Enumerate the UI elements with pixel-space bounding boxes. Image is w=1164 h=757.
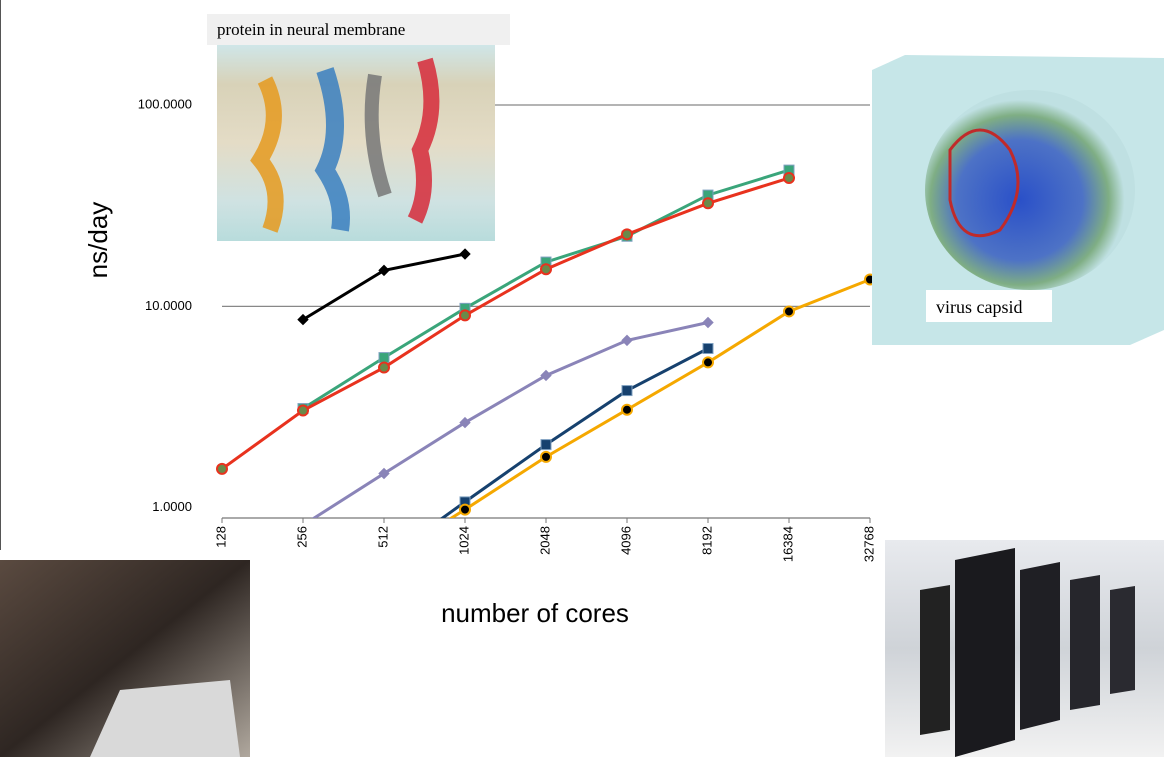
marker [297, 404, 309, 417]
x-tick-label: 256 [294, 526, 309, 548]
x-tick-label: 8192 [699, 526, 714, 555]
y-tick-label: 100.0000 [138, 96, 192, 111]
series-line [311, 321, 709, 518]
marker [378, 264, 390, 277]
series-line [302, 252, 466, 321]
image-caption: virus capsid [936, 297, 1022, 317]
series-layer [216, 164, 876, 565]
marker [621, 403, 633, 416]
marker [783, 172, 795, 185]
marker [459, 248, 471, 260]
y-tick-label: 1.0000 [152, 499, 192, 514]
marker [379, 555, 389, 565]
marker [702, 316, 714, 329]
y-axis-title: ns/day [83, 202, 113, 279]
marker [621, 228, 633, 241]
marker [459, 309, 471, 322]
x-tick-label: 128 [213, 526, 228, 548]
marker [783, 305, 795, 318]
virus-image: virus capsid [872, 55, 1164, 345]
marker [540, 369, 552, 382]
marker [540, 450, 552, 463]
series-line [221, 176, 790, 471]
x-tick-label: 32768 [861, 526, 876, 562]
marker [702, 197, 714, 210]
image-caption: protein in neural membrane [217, 20, 405, 39]
marker [216, 462, 228, 475]
marker [621, 385, 633, 397]
x-tick-label: 1024 [456, 526, 471, 555]
marker [540, 263, 552, 276]
marker [459, 416, 471, 429]
people-photo [0, 560, 250, 757]
x-tick-label: 2048 [537, 526, 552, 555]
marker [378, 361, 390, 374]
supercomputer-photo [885, 540, 1164, 757]
marker [459, 503, 471, 516]
marker [378, 352, 390, 364]
marker [379, 555, 389, 565]
y-tick-label: 10.0000 [145, 298, 192, 313]
marker [297, 313, 309, 326]
marker [540, 439, 552, 451]
x-tick-label: 16384 [780, 526, 795, 562]
x-axis-title: number of cores [441, 598, 629, 628]
marker [702, 342, 714, 354]
marker [621, 334, 633, 347]
grid: 1.0000 10.0000 100.0000 128 256 512 1024 2048 40… [138, 96, 877, 562]
marker [378, 467, 390, 480]
marker [702, 356, 714, 369]
protein-image: protein in neural membrane [207, 14, 510, 241]
x-tick-label: 4096 [618, 526, 633, 555]
x-tick-label: 512 [375, 526, 390, 548]
